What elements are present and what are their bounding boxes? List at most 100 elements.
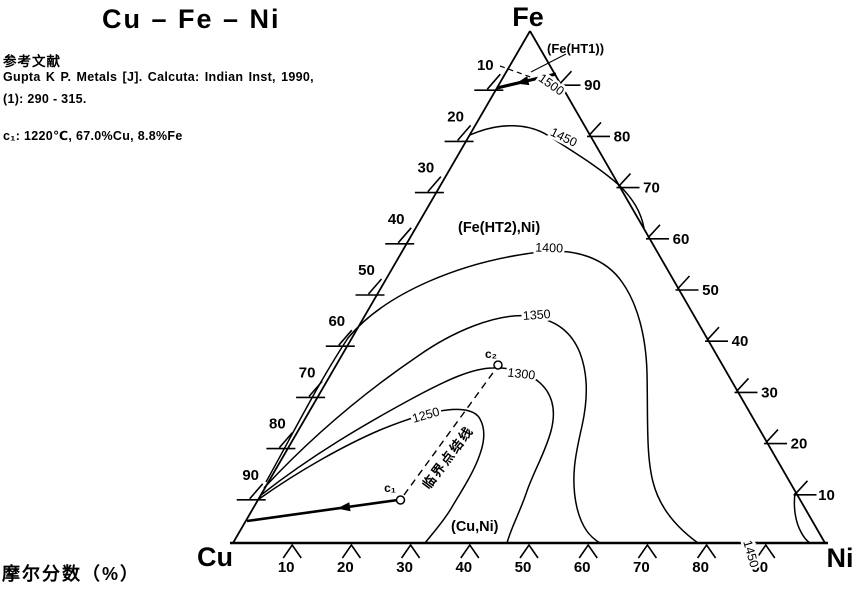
bottom-axis-ticks [282,543,776,559]
bottom-tick-40 [460,543,480,559]
right-axis-ticks [557,70,817,496]
c1-conode-line [246,498,399,523]
right-tick-90 [557,70,581,86]
cu-fe-edge [232,30,531,544]
right-tick-40 [705,326,728,342]
right-label-80: 80 [614,128,631,145]
point-c1-label: c₁ [384,481,396,495]
c1-thick-line [246,498,399,523]
reference-heading: 参考文献 [3,54,61,69]
bottom-tick-30 [400,543,421,559]
mole-fraction-caption: 摩尔分数（%） [2,564,141,584]
left-label-90: 90 [242,467,259,484]
bottom-label-20: 20 [337,559,354,576]
corner-label-ni: Ni [827,543,854,573]
label-1400: 1400 [535,241,563,256]
left-tick-40 [385,227,415,245]
right-tick-20 [764,429,787,445]
corner-label-cu: Cu [197,542,233,572]
left-tick-90 [236,483,266,501]
right-tick-60 [646,224,669,240]
contour-1400 [265,250,699,544]
bottom-label-70: 70 [633,559,650,576]
bottom-tick-80 [696,543,717,559]
left-label-30: 30 [418,160,435,177]
contour-1450-lower [793,492,811,544]
bottom-label-30: 30 [396,559,413,576]
contour-1300 [260,367,555,544]
figure-title: Cu – Fe – Ni [102,4,281,34]
c1-composition-note: c₁: 1220℃, 67.0%Cu, 8.8%Fe [3,129,183,143]
left-axis-ticks [236,73,504,501]
right-axis-labels: 90 80 70 60 50 40 30 20 10 [584,77,835,504]
right-tick-50 [675,275,699,291]
bottom-tick-10 [282,543,302,559]
right-tick-10 [793,480,817,496]
right-tick-80 [587,121,610,138]
left-tick-20 [444,124,474,143]
corner-label-fe: Fe [512,2,544,32]
right-label-20: 20 [791,436,808,453]
point-c2-marker [493,360,503,370]
left-tick-10 [474,73,504,91]
phase-label-fe-ht1: (Fe(HT1)) [547,41,604,56]
bottom-tick-50 [519,543,539,559]
triangle-edges [230,30,828,545]
contour-1450-upper [469,125,645,229]
bottom-label-10: 10 [278,559,295,576]
right-tick-30 [734,377,758,394]
right-label-30: 30 [761,384,778,401]
point-c2-label: c₂ [485,347,497,361]
left-label-20: 20 [447,108,464,125]
reference-citation-line1: Gupta K P. Metals [J]. Calcuta: Indian I… [3,70,314,84]
label-1350: 1350 [522,307,551,323]
left-label-70: 70 [299,364,316,381]
bottom-tick-20 [341,543,362,559]
right-label-40: 40 [732,333,749,350]
fe-ht1-leader-line [530,53,567,73]
monovariant-arrowhead-icon [516,76,530,86]
monovariant-line-1500 [496,53,567,90]
right-tick-70 [616,173,640,189]
reference-citation-line2: (1): 290 - 315. [3,92,87,106]
left-label-60: 60 [328,313,345,330]
bottom-label-50: 50 [515,559,532,576]
bottom-label-90: 90 [751,559,768,576]
right-label-70: 70 [643,180,660,197]
contour-1350 [263,314,601,544]
left-label-10: 10 [477,57,494,74]
right-label-90: 90 [584,77,601,94]
label-1500: 1500 [536,71,567,98]
left-axis-labels: 10 20 30 40 50 60 70 80 90 [242,57,493,484]
label-1300: 1300 [507,366,536,383]
bottom-tick-60 [578,543,598,559]
point-c1-marker [395,495,406,505]
right-label-10: 10 [818,487,835,504]
isotherm-contours [258,125,811,544]
fe-ni-edge [529,30,826,544]
apex-dashed-segment [499,65,537,80]
right-label-50: 50 [702,282,719,299]
left-tick-80 [266,432,296,450]
bottom-label-40: 40 [455,559,472,576]
left-tick-30 [414,176,444,194]
label-1250: 1250 [411,405,442,426]
left-tick-60 [325,329,355,347]
left-label-80: 80 [269,416,286,433]
bottom-axis-labels: 10 20 30 40 50 60 70 80 90 [278,559,768,576]
left-label-40: 40 [388,211,405,228]
bottom-tick-70 [637,543,658,559]
contour-1250 [258,408,485,544]
critical-point-dashed-line [403,369,496,496]
critical-line-label: 临界点结线 [419,423,476,492]
left-tick-50 [355,278,385,296]
bottom-label-80: 80 [692,559,709,576]
right-label-60: 60 [673,231,690,248]
bottom-label-60: 60 [574,559,591,576]
phase-label-cu-ni: (Cu,Ni) [451,519,499,535]
c1-line-arrowhead-icon [337,502,351,512]
bottom-tick-90 [756,543,776,559]
phase-label-fe-ht2-ni: (Fe(HT2),Ni) [458,220,540,236]
